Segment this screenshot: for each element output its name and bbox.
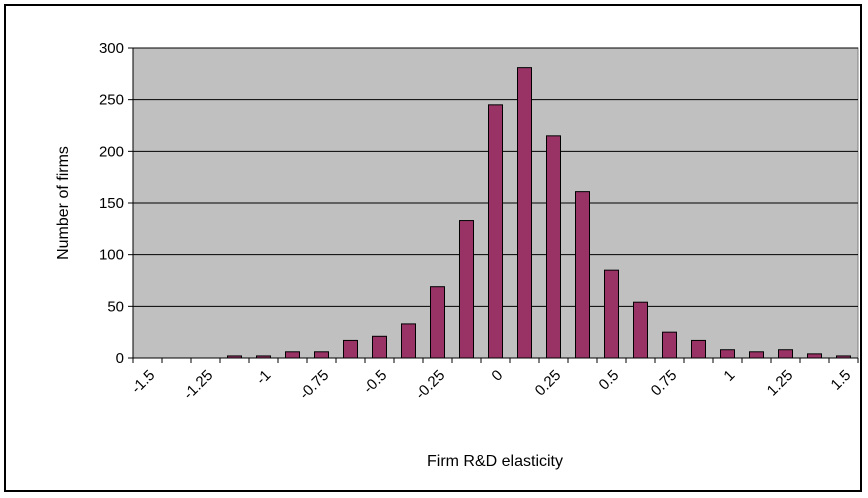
x-tick-label: 1.5 xyxy=(828,367,855,394)
x-tick-label: 1 xyxy=(720,367,738,385)
y-tick-label: 250 xyxy=(99,92,124,109)
bar xyxy=(430,286,445,359)
x-tick-label: -0.25 xyxy=(412,367,448,403)
y-tick-label: 50 xyxy=(107,298,124,315)
x-tick-label: 0.5 xyxy=(596,367,623,394)
x-tick-label: -1.5 xyxy=(128,367,158,397)
x-tick-label: -0.75 xyxy=(296,367,332,403)
bar xyxy=(488,104,503,359)
bar xyxy=(604,269,619,359)
x-tick-label: -1 xyxy=(253,367,274,388)
x-tick-label: -0.5 xyxy=(360,367,390,397)
y-tick-labels: 0 50 100 150 200 250 300 xyxy=(99,40,124,367)
bar xyxy=(459,220,474,359)
bar xyxy=(314,351,329,359)
bar xyxy=(633,301,648,359)
x-tick-label: 0.75 xyxy=(648,367,681,400)
bar xyxy=(575,191,590,359)
x-tick-label: 0 xyxy=(488,367,506,385)
y-tick-label: 100 xyxy=(99,247,124,264)
y-tick-label: 300 xyxy=(99,40,124,57)
x-tick-label: 0.25 xyxy=(532,367,565,400)
bar xyxy=(807,353,822,359)
bar xyxy=(720,349,735,359)
y-tick-label: 0 xyxy=(116,350,124,367)
bar xyxy=(662,331,677,359)
y-axis-title: Number of firms xyxy=(55,146,72,260)
y-tick-label: 150 xyxy=(99,195,124,212)
bar xyxy=(343,339,358,359)
bar xyxy=(778,349,793,359)
y-tick-label: 200 xyxy=(99,143,124,160)
x-tick-label: 1.25 xyxy=(764,367,797,400)
bar xyxy=(285,351,300,359)
bars xyxy=(227,67,851,359)
x-tick-labels: -1.5 -1.25 -1 -0.75 -0.5 -0.25 0 0.25 0.5 0.75 1 1.… xyxy=(128,367,854,403)
x-axis-title: Firm R&D elasticity xyxy=(427,453,563,470)
x-tick-label: -1.25 xyxy=(180,367,216,403)
axes xyxy=(128,47,859,363)
bar xyxy=(749,351,764,359)
bar xyxy=(372,335,387,359)
bar xyxy=(546,135,561,359)
bar xyxy=(517,67,532,359)
bar xyxy=(401,323,416,359)
bar xyxy=(691,339,706,359)
